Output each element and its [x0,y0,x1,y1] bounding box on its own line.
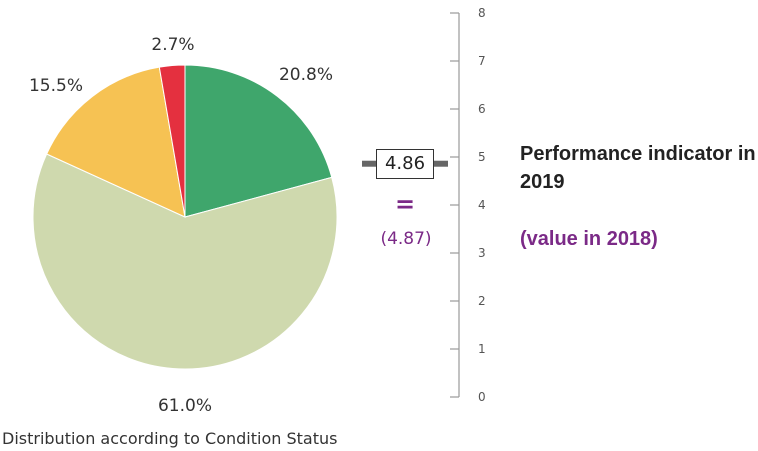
gauge-tick-label-0: 0 [478,390,486,404]
pie-slice-2 [45,66,186,218]
current-value: 4.86 [384,153,426,175]
pie-slice-label-2: 15.5% [29,76,83,96]
gauge-tick-label-1: 1 [478,342,486,356]
indicator-previous-label: (value in 2018) [520,228,658,250]
pie-slice-label-0: 20.8% [279,65,333,85]
pie-slice-0 [184,64,333,218]
gauge-tick-label-7: 7 [478,54,486,68]
gauge-tick-label-2: 2 [478,294,486,308]
gauge-tick-label-8: 8 [478,6,486,20]
pie-slice-label-3: 2.7% [151,35,194,55]
gauge-tick-label-3: 3 [478,246,486,260]
pie-caption: Distribution according to Condition Stat… [2,429,338,448]
previous-value: (4.87) [380,229,432,249]
pie-slice-3 [158,64,186,218]
equals-sign: = [394,190,416,218]
gauge-tick-label-4: 4 [478,198,486,212]
gauge-tick-label-5: 5 [478,150,486,164]
gauge-axis: 0 1 2 3 4 5 6 7 8 [362,6,486,404]
pie-slice-1 [32,153,338,370]
pie-slice-label-1: 61.0% [158,396,212,416]
pie-chart: 20.8% 61.0% 15.5% 2.7% [29,35,338,416]
current-value-box: 4.86 [376,148,434,179]
gauge-tick-label-6: 6 [478,102,486,116]
indicator-title: Performance indicator in 2019 [520,143,756,193]
